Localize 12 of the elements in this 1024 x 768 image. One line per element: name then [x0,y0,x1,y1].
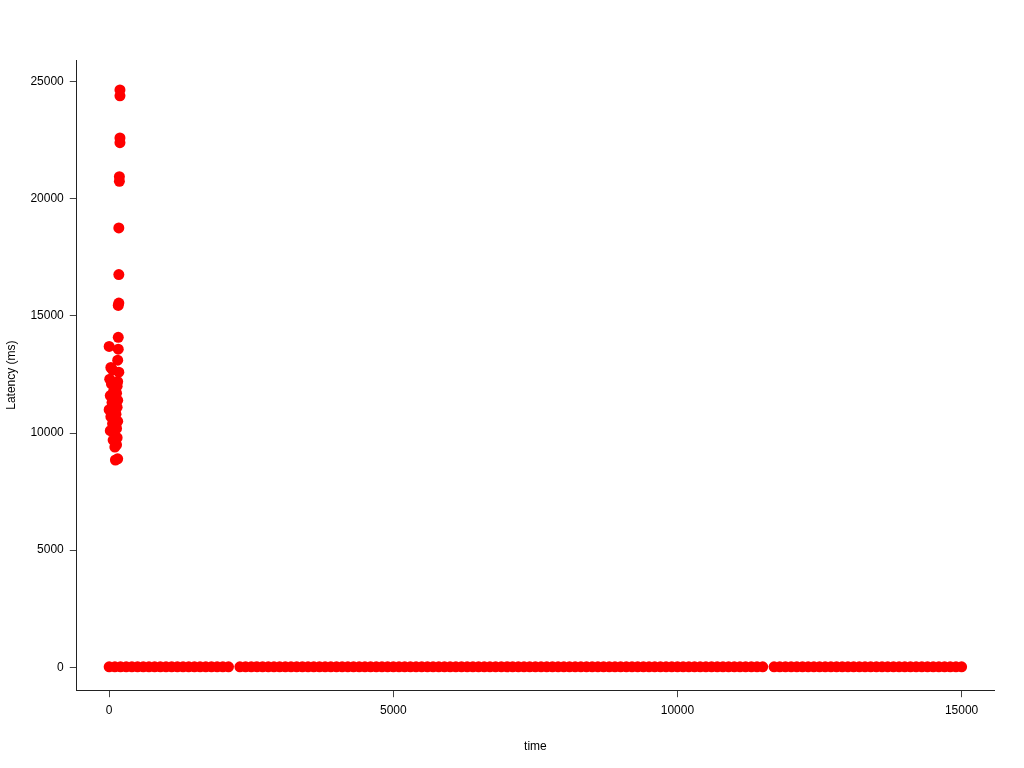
x-tick-label: 5000 [379,702,407,717]
y-tick-label: 10000 [30,425,65,440]
x-tick-label: 15000 [944,702,979,717]
y-tick-label: 0 [57,659,65,674]
x-tick-label: 0 [105,702,113,717]
y-tick-label: 5000 [37,542,65,557]
y-tick-label: 25000 [30,74,65,89]
x-axis-title: time [524,739,548,754]
x-tick-label: 10000 [660,702,695,717]
y-tick-label: 15000 [30,308,65,323]
y-tick-label: 20000 [30,191,65,206]
y-axis-title: Latency (ms) [3,340,18,410]
